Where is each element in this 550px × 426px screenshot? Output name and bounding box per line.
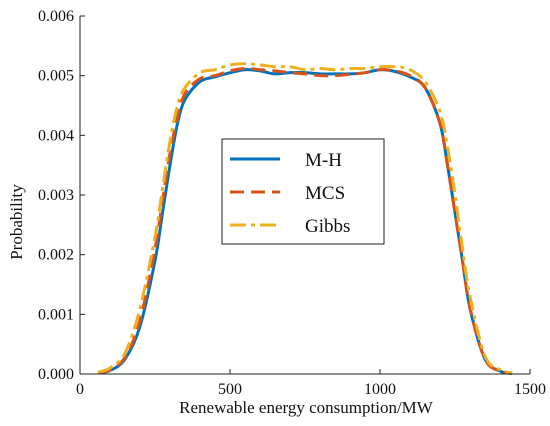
y-tick-label: 0.006 [38,8,74,25]
x-axis-label: Renewable energy consumption/MW [179,398,434,417]
x-tick-label: 1500 [514,381,546,398]
series-line-mcs [97,66,513,375]
legend-items: M-H MCS Gibbs [230,150,350,237]
legend-label: Gibbs [305,216,350,237]
y-tick-label: 0.002 [38,247,74,264]
y-tick-label: 0.004 [38,127,74,144]
y-tick-label: 0.001 [38,306,74,323]
series-line-gibbs [97,62,513,375]
legend-box [221,138,385,245]
legend-label: MCS [305,183,345,204]
y-tick-label: 0.005 [38,68,74,85]
y-tick-label: 0.000 [38,366,74,383]
y-axis-label: Probability [7,184,26,260]
ticks: 0 500 1000 1500 0.000 0.001 0.002 0.003 0.004 0.0… [38,8,546,398]
x-tick-label: 1000 [364,381,396,398]
legend: M-H MCS Gibbs [221,138,385,245]
x-tick-label: 500 [218,381,242,398]
y-tick-label: 0.003 [38,187,74,204]
x-tick-label: 0 [76,381,84,398]
series-layer [97,62,513,375]
legend-label: M-H [305,150,342,171]
